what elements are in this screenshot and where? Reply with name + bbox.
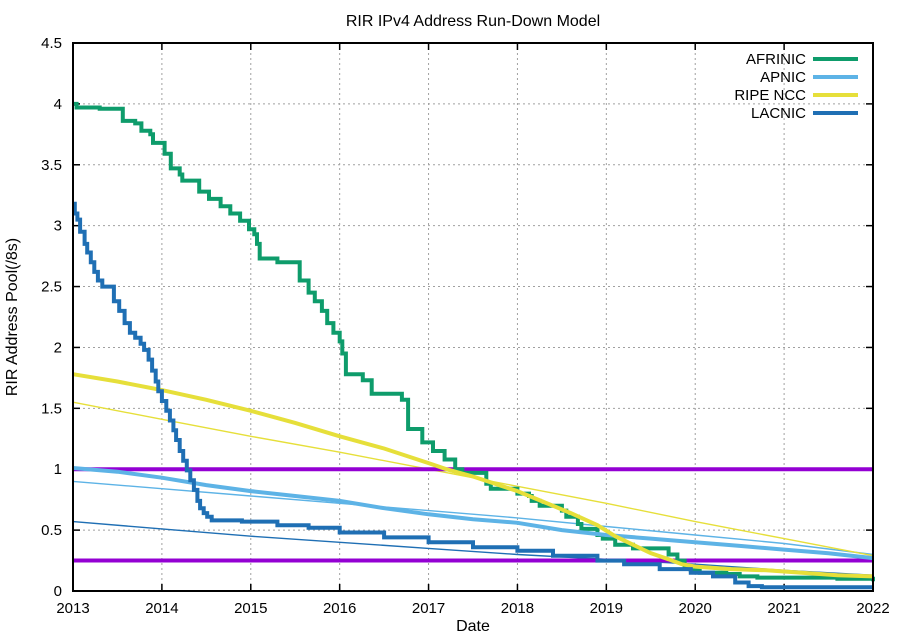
legend-label-lacnic: LACNIC [751, 105, 806, 122]
series-apnic [72, 466, 874, 561]
y-tick-label: 4.5 [41, 35, 62, 52]
series-apnic-model [72, 480, 874, 556]
series-afrinic [73, 101, 875, 582]
legend-label-ripe-ncc: RIPE NCC [734, 87, 806, 104]
series-lacnic [72, 201, 873, 590]
x-tick-label: 2018 [501, 600, 534, 617]
y-tick-label: 0 [54, 583, 62, 600]
x-tick-label: 2015 [234, 600, 267, 617]
y-tick-label: 1.5 [41, 400, 62, 417]
y-tick-label: 3.5 [41, 157, 62, 174]
x-tick-label: 2017 [412, 600, 445, 617]
y-tick-label: 2.5 [41, 279, 62, 296]
x-tick-label: 2016 [323, 600, 356, 617]
legend-label-apnic: APNIC [760, 69, 806, 86]
x-tick-label: 2019 [590, 600, 623, 617]
x-tick-label: 2021 [767, 600, 800, 617]
y-tick-label: 4 [54, 96, 62, 113]
x-tick-label: 2014 [145, 600, 178, 617]
y-tick-label: 0.5 [41, 522, 62, 539]
x-tick-label: 2022 [856, 600, 889, 617]
y-tick-label: 2 [54, 339, 62, 356]
x-tick-label: 2013 [56, 600, 89, 617]
series-lacnic-model [72, 520, 874, 576]
y-tick-label: 1 [54, 461, 62, 478]
y-axis-title: RIR Address Pool(/8s) [4, 238, 21, 396]
legend-label-afrinic: AFRINIC [746, 51, 806, 68]
chart-title: RIR IPv4 Address Run-Down Model [346, 13, 600, 30]
x-tick-label: 2020 [679, 600, 712, 617]
x-axis-title: Date [456, 618, 490, 635]
plot-area: 2013 2014 2015 2016 2017 2018 2019 2020 2021 2022… [41, 35, 890, 617]
series-ripe-ncc [72, 372, 874, 579]
y-tick-label: 3 [54, 218, 62, 235]
axis-labels: RIR IPv4 Address Run-Down Model Date RIR… [4, 13, 600, 635]
plot-border [72, 42, 874, 592]
